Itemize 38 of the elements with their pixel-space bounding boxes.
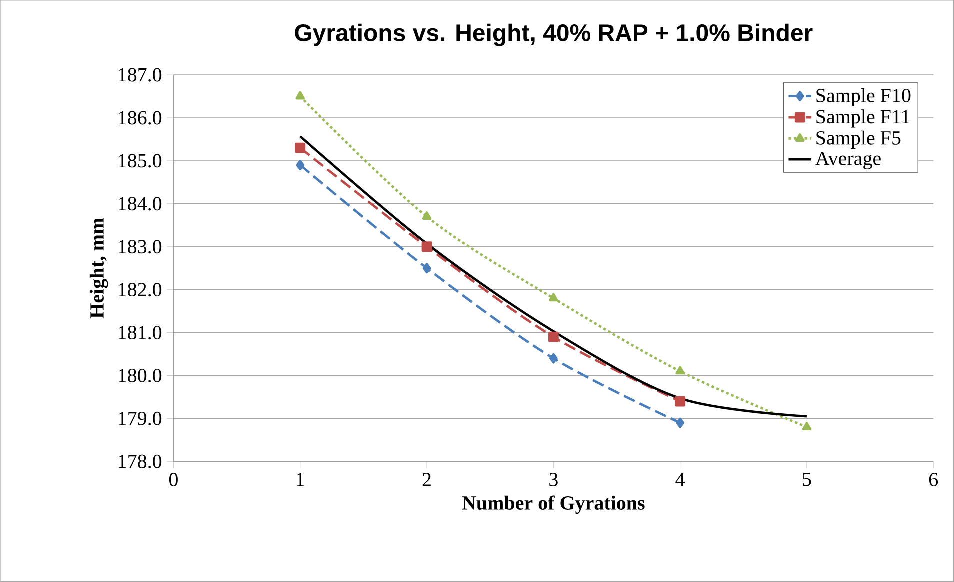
point — [422, 242, 432, 252]
y-tick-label: 182.0 — [119, 283, 162, 297]
y-tick-label: 179.0 — [119, 412, 162, 426]
x-tick-label: 1 — [297, 473, 304, 486]
y-tick-label: 185.0 — [119, 154, 162, 168]
x-tick-label: 0 — [169, 473, 178, 487]
legend-label: Average — [816, 152, 881, 170]
point — [295, 142, 306, 154]
y-tick-label: 187.0 — [119, 68, 162, 82]
y-tick-label: 186.0 — [119, 111, 162, 125]
point — [296, 91, 306, 100]
y-tick-label: 181.0 — [119, 326, 162, 340]
y-tick-label: 184.0 — [119, 197, 162, 211]
point — [675, 396, 686, 407]
y-tick-label: 180.0 — [119, 368, 162, 383]
y-axis-title: Height, mm — [90, 218, 108, 319]
point — [296, 160, 305, 170]
x-tick-label: 2 — [422, 473, 431, 486]
y-tick-label: 178.0 — [119, 454, 162, 468]
point — [802, 422, 812, 430]
x-tick-label: 6 — [929, 473, 938, 486]
x-tick-label: 5 — [803, 473, 812, 486]
line-series — [299, 135, 808, 418]
legend-label: Sample F10 — [816, 88, 911, 107]
y-tick-label: 183.0 — [119, 240, 162, 254]
point — [676, 366, 685, 375]
x-tick-label: 4 — [676, 473, 685, 486]
point — [676, 418, 685, 428]
point — [422, 212, 432, 220]
legend-label: Sample F11 — [816, 110, 910, 128]
point — [549, 353, 558, 364]
x-axis-title: Number of Gyrations — [462, 496, 645, 514]
legend-label: Sample F5 — [816, 130, 901, 149]
x-tick-label: 3 — [550, 473, 558, 486]
point — [548, 332, 559, 342]
point — [548, 293, 558, 302]
chart-title: Gyrations vs. Height, 40% RAP + 1.0% Binder — [295, 24, 813, 46]
point — [422, 263, 432, 274]
